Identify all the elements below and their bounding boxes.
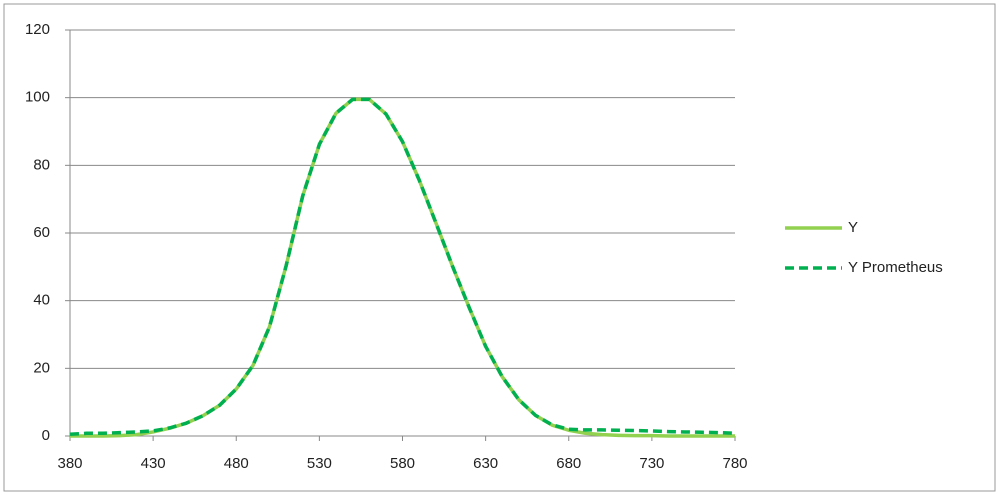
- x-tick-label: 380: [57, 455, 82, 472]
- x-tick-label: 680: [556, 455, 581, 472]
- x-tick-label: 630: [473, 455, 498, 472]
- chart-border: [3, 3, 996, 492]
- y-tick-label: 100: [25, 89, 50, 106]
- x-tick-label: 480: [224, 455, 249, 472]
- series-line: [69, 97, 736, 437]
- x-tick-label: 580: [390, 455, 415, 472]
- x-tick-label: 780: [722, 455, 747, 472]
- legend-label: Y: [848, 219, 858, 236]
- x-tick-label: 730: [639, 455, 664, 472]
- y-tick-label: 20: [33, 359, 50, 376]
- y-tick-label: 60: [33, 224, 50, 241]
- y-tick-label: 40: [33, 292, 50, 309]
- y-tick-label: 120: [25, 21, 50, 38]
- y-tick-label: 80: [33, 156, 50, 173]
- x-tick-label: 530: [307, 455, 332, 472]
- y-tick-label: 0: [42, 427, 50, 444]
- legend-label: Y Prometheus: [848, 259, 943, 276]
- x-tick-label: 430: [141, 455, 166, 472]
